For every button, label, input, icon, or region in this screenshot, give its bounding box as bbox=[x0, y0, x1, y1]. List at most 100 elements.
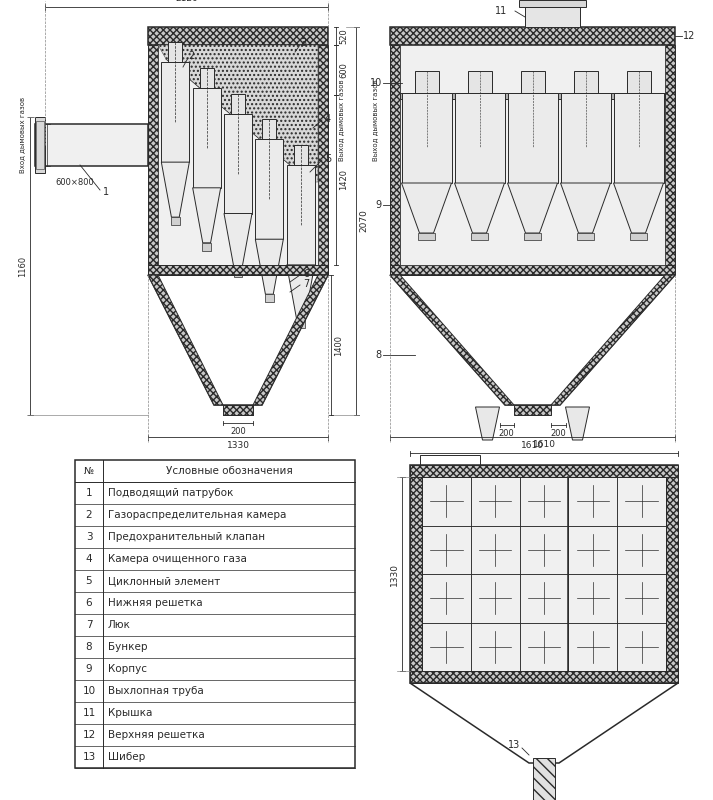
Text: 8: 8 bbox=[376, 350, 382, 360]
Bar bbox=[202, 243, 211, 251]
Text: 1420: 1420 bbox=[339, 170, 348, 190]
Bar bbox=[630, 233, 647, 240]
Text: 10: 10 bbox=[370, 78, 382, 88]
Text: 520: 520 bbox=[339, 28, 348, 44]
Bar bbox=[410, 465, 678, 477]
Bar bbox=[568, 574, 617, 622]
Bar bbox=[297, 320, 305, 328]
Text: 2: 2 bbox=[86, 510, 92, 520]
Text: Выход дымовых газов: Выход дымовых газов bbox=[338, 79, 344, 161]
Text: 4: 4 bbox=[86, 554, 92, 564]
Bar bbox=[75, 460, 355, 768]
Text: 2120: 2120 bbox=[175, 0, 198, 3]
Polygon shape bbox=[560, 183, 610, 233]
Bar bbox=[525, 7, 580, 27]
Text: Камера очищенного газа: Камера очищенного газа bbox=[108, 554, 247, 564]
Bar bbox=[410, 477, 422, 671]
Bar bbox=[234, 269, 242, 277]
Bar bbox=[148, 265, 328, 275]
Bar bbox=[568, 622, 617, 671]
Bar bbox=[568, 477, 617, 526]
Bar bbox=[519, 0, 586, 7]
Text: Люк: Люк bbox=[108, 620, 131, 630]
Polygon shape bbox=[565, 407, 590, 440]
Bar bbox=[35, 124, 148, 166]
Polygon shape bbox=[390, 275, 514, 405]
Bar bbox=[168, 42, 183, 62]
Text: 7: 7 bbox=[86, 620, 92, 630]
Bar bbox=[287, 165, 314, 265]
Bar bbox=[400, 93, 665, 99]
Polygon shape bbox=[454, 183, 505, 233]
Polygon shape bbox=[613, 183, 664, 233]
Bar bbox=[35, 117, 45, 173]
Text: 9: 9 bbox=[376, 200, 382, 210]
Text: 7: 7 bbox=[303, 279, 309, 289]
Bar bbox=[255, 139, 283, 239]
Text: 9: 9 bbox=[86, 664, 92, 674]
Text: 1: 1 bbox=[103, 187, 109, 197]
Text: 1400: 1400 bbox=[334, 334, 343, 355]
Bar bbox=[471, 622, 520, 671]
Bar bbox=[414, 71, 438, 93]
Text: Циклонный элемент: Циклонный элемент bbox=[108, 576, 220, 586]
Bar bbox=[627, 71, 650, 93]
Polygon shape bbox=[401, 183, 451, 233]
Text: 13: 13 bbox=[508, 740, 520, 750]
Text: Газораспределительная камера: Газораспределительная камера bbox=[108, 510, 287, 520]
Text: 600: 600 bbox=[339, 62, 348, 78]
Text: 4: 4 bbox=[325, 114, 331, 124]
Polygon shape bbox=[551, 275, 675, 405]
Bar bbox=[200, 68, 214, 88]
Text: Выхлопная труба: Выхлопная труба bbox=[108, 686, 204, 696]
Bar bbox=[193, 88, 220, 188]
Text: Бункер: Бункер bbox=[108, 642, 148, 652]
Bar bbox=[418, 233, 435, 240]
Bar bbox=[262, 119, 277, 139]
Bar bbox=[422, 477, 471, 526]
Bar bbox=[514, 405, 551, 415]
Polygon shape bbox=[287, 265, 314, 320]
Bar bbox=[560, 93, 610, 183]
Bar bbox=[171, 217, 180, 225]
Text: 8: 8 bbox=[86, 642, 92, 652]
Text: 200: 200 bbox=[550, 429, 566, 438]
Bar bbox=[520, 477, 568, 526]
Bar bbox=[573, 71, 597, 93]
Bar bbox=[390, 27, 675, 45]
Bar bbox=[400, 45, 665, 265]
Bar bbox=[422, 622, 471, 671]
Bar bbox=[533, 758, 555, 800]
Text: Выход дымовых газов: Выход дымовых газов bbox=[372, 79, 378, 161]
Polygon shape bbox=[476, 407, 500, 440]
Text: 10: 10 bbox=[83, 686, 96, 696]
Bar bbox=[520, 71, 545, 93]
Bar bbox=[158, 45, 318, 265]
Bar bbox=[422, 574, 471, 622]
Bar bbox=[318, 45, 328, 265]
Bar bbox=[617, 477, 666, 526]
Text: 5: 5 bbox=[325, 154, 332, 164]
Text: 13: 13 bbox=[83, 752, 96, 762]
Text: 12: 12 bbox=[83, 730, 96, 740]
Text: 3: 3 bbox=[300, 38, 306, 48]
Bar bbox=[410, 465, 678, 683]
Polygon shape bbox=[224, 214, 252, 269]
Bar bbox=[613, 93, 664, 183]
Text: 3: 3 bbox=[86, 532, 92, 542]
Bar bbox=[148, 265, 328, 275]
Text: Условные обозначения: Условные обозначения bbox=[165, 466, 292, 476]
Bar bbox=[471, 477, 520, 526]
Text: 1330: 1330 bbox=[390, 562, 399, 586]
Bar bbox=[577, 233, 594, 240]
Text: 5: 5 bbox=[86, 576, 92, 586]
Bar bbox=[223, 405, 253, 415]
Text: Верхняя решетка: Верхняя решетка bbox=[108, 730, 205, 740]
Bar bbox=[294, 145, 308, 165]
Bar bbox=[524, 233, 541, 240]
Bar bbox=[148, 45, 158, 265]
Bar bbox=[420, 455, 480, 485]
Text: Подводящий патрубок: Подводящий патрубок bbox=[108, 488, 233, 498]
Text: 200: 200 bbox=[230, 427, 246, 436]
Bar bbox=[617, 574, 666, 622]
